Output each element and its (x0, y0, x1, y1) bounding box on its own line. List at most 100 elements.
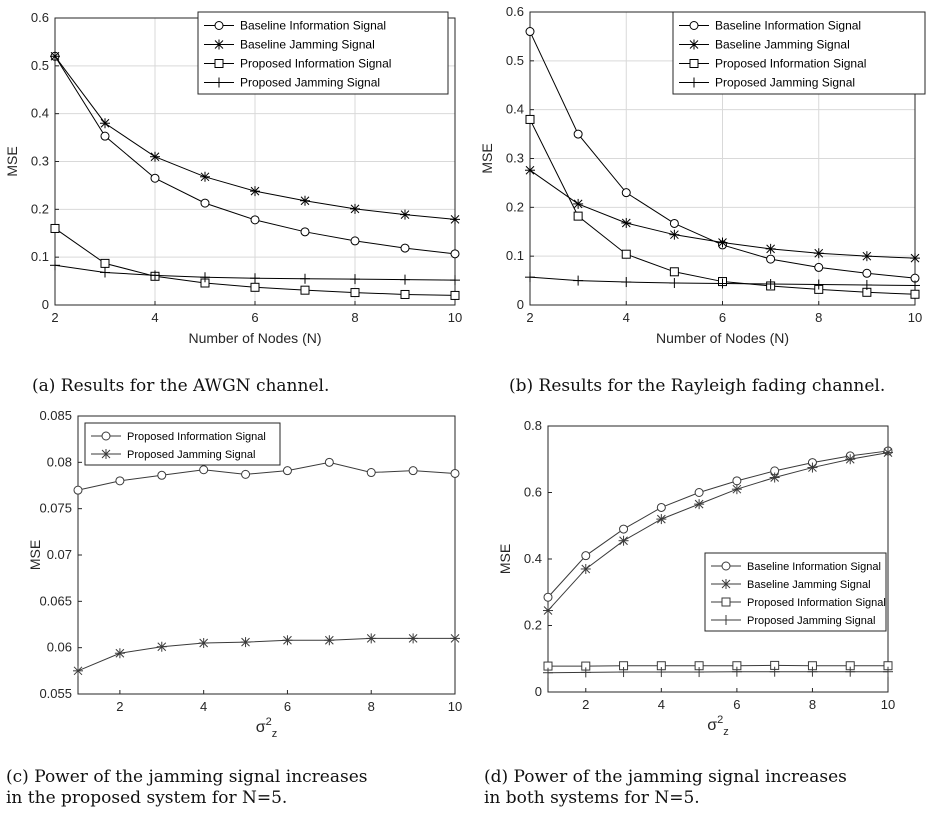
data-point (199, 465, 209, 475)
legend-box (197, 11, 449, 95)
y-tick-label: 0.6 (31, 10, 49, 25)
series-baseline-jamming-signal (543, 447, 893, 616)
data-point (845, 666, 856, 677)
data-point (694, 488, 704, 497)
legend-marker (721, 597, 731, 607)
caption-rayleigh: (b) Results for the Rayleigh fading chan… (509, 376, 886, 396)
data-point (769, 472, 780, 483)
data-point (250, 215, 260, 225)
x-tick-label: 2 (51, 310, 58, 325)
y-tick-label: 0.065 (39, 593, 72, 608)
legend: Proposed Information Signal Proposed Jamm… (84, 422, 281, 466)
data-point (100, 267, 110, 278)
data-point (100, 258, 110, 268)
caption-proposed-jamming-power: (c) Power of the jamming signal increase… (6, 767, 368, 808)
data-point (150, 270, 160, 281)
series-line (547, 450, 889, 598)
data-point (73, 665, 83, 676)
data-point (861, 279, 872, 290)
legend-entry: Proposed Jamming Signal (240, 76, 380, 90)
legend: Baseline Information Signal Baseline Jamm… (672, 11, 926, 95)
chart-awgn: 2 4 6 8 10 0 0.1 0.2 0.3 0.4 0.5 0.6 Number of Nodes… (0, 0, 470, 362)
legend-entry: Proposed Information Signal (747, 597, 886, 609)
data-point (100, 118, 110, 129)
data-point (731, 484, 742, 495)
caption-awgn: (a) Results for the AWGN channel. (32, 376, 330, 396)
data-point (282, 635, 293, 646)
y-tick-label: 0.5 (506, 53, 524, 68)
data-point (450, 214, 460, 225)
data-point (621, 249, 631, 259)
series-proposed-information-signal (73, 457, 460, 495)
legend-entry: Baseline Jamming Signal (715, 38, 850, 52)
legend-entry: Proposed Jamming Signal (747, 615, 875, 627)
chart-rayleigh-svg: 2 4 6 8 10 0 0.1 0.2 0.3 0.4 0.5 0.6 Number of Nodes… (479, 4, 926, 346)
x-tick-label: 6 (733, 697, 740, 712)
series-proposed-information-signal (543, 660, 893, 671)
data-point (883, 666, 893, 677)
data-point (573, 275, 584, 286)
x-axis-label: Number of Nodes (N) (656, 330, 789, 346)
legend-marker (214, 21, 224, 30)
data-point (732, 476, 742, 486)
data-point (717, 278, 728, 289)
data-point (910, 289, 920, 299)
data-point (324, 635, 335, 646)
data-point (525, 272, 535, 283)
y-tick-label: 0.4 (524, 551, 542, 566)
series-line (547, 671, 888, 674)
data-point (580, 563, 591, 574)
data-point (656, 502, 666, 512)
data-point (621, 188, 631, 198)
data-point (573, 211, 583, 221)
data-point (765, 243, 776, 254)
series-proposed-jamming-signal (73, 633, 460, 676)
data-point (300, 195, 310, 206)
data-point (50, 260, 60, 271)
data-point (573, 198, 584, 209)
data-point (669, 218, 679, 228)
y-tick-label: 0.055 (39, 686, 72, 701)
chart-proposed-jamming-power: 2 4 6 8 10 0.055 0.06 0.065 0.07 0.075 0.08 0.085 σ2… (0, 392, 470, 754)
data-point (669, 229, 680, 240)
data-point (525, 114, 535, 124)
x-tick-label: 4 (200, 699, 207, 714)
data-point (910, 280, 920, 291)
data-point (813, 248, 824, 259)
legend-entry: Baseline Information Signal (747, 561, 881, 573)
chart-rayleigh: 2 4 6 8 10 0 0.1 0.2 0.3 0.4 0.5 0.6 Number of Nodes… (472, 0, 942, 362)
legend-entry: Baseline Information Signal (240, 19, 386, 33)
y-tick-label: 0.6 (506, 4, 524, 19)
x-axis-label: Number of Nodes (N) (188, 330, 321, 346)
data-point (656, 514, 667, 525)
y-axis-label: MSE (27, 540, 43, 570)
data-point (200, 198, 210, 208)
x-axis-label: σ2z (707, 714, 729, 738)
legend-entry: Proposed Information Signal (715, 57, 866, 71)
data-point (400, 243, 410, 253)
y-tick-label: 0.2 (506, 199, 524, 214)
data-point (450, 633, 460, 644)
y-tick-label: 0.085 (39, 408, 72, 423)
x-axis-label: σ2z (256, 716, 278, 740)
data-point (350, 288, 360, 298)
y-tick-label: 0.07 (47, 547, 72, 562)
legend-marker (214, 59, 224, 68)
data-point (115, 476, 125, 486)
data-point (150, 151, 160, 162)
x-tick-label: 8 (351, 310, 358, 325)
x-tick-label: 8 (368, 699, 375, 714)
data-point (350, 203, 360, 214)
x-tick-label: 10 (448, 699, 462, 714)
legend-entry: Proposed Jamming Signal (715, 76, 855, 90)
legend-entry: Proposed Information Signal (240, 57, 391, 71)
data-point (669, 267, 679, 277)
legend-marker (214, 39, 224, 50)
x-tick-label: 8 (815, 310, 822, 325)
data-point (150, 173, 160, 183)
y-tick-label: 0.2 (31, 201, 49, 216)
data-point (50, 51, 60, 62)
series-proposed-jamming-signal (543, 666, 893, 678)
y-axis-label: MSE (4, 146, 20, 176)
series-line (77, 461, 456, 491)
